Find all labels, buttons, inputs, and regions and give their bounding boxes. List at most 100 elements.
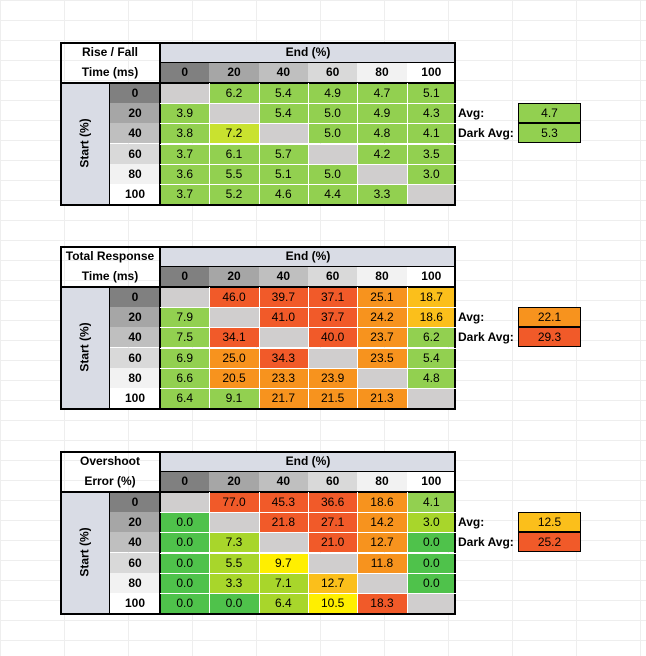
data-cell: 4.3 [406,102,456,124]
data-cell: 7.3 [209,532,259,553]
data-cell [406,593,456,614]
data-cell: 9.1 [209,388,259,409]
data-cell: 3.9 [160,102,210,124]
data-cell: 4.6 [258,184,308,205]
data-cell: 11.8 [357,552,407,573]
divider [258,82,260,205]
sheet-gridline [0,640,646,641]
data-cell: 7.2 [209,123,259,144]
data-cell: 0.0 [160,552,210,573]
divider [160,62,456,64]
end-column-header: 20 [209,471,259,492]
end-axis-header: End (%) [160,451,456,472]
start-row-header: 0 [110,491,160,512]
start-row-header: 100 [110,184,160,205]
sheet-gridline [0,440,646,441]
avg-value: 22.1 [518,306,581,327]
start-row-header: 40 [110,327,160,348]
sheet-gridline [0,220,646,221]
data-cell [357,163,407,185]
data-cell: 7.5 [160,327,210,348]
sheet-gridline [0,240,646,241]
data-cell: 0.0 [160,593,210,614]
divider [109,82,110,205]
data-cell: 40.0 [307,327,358,348]
divider [357,82,359,205]
data-cell: 39.7 [258,286,308,307]
sheet-gridline [0,20,646,21]
divider [307,491,309,614]
data-cell: 12.7 [307,572,358,594]
divider [109,286,110,409]
end-column-header: 60 [307,471,358,492]
data-cell: 23.5 [357,347,407,368]
data-cell [160,286,210,307]
data-cell: 7.1 [258,572,308,594]
start-row-header: 40 [110,123,160,144]
data-cell: 0.0 [406,532,456,553]
data-cell: 3.5 [406,143,456,164]
data-cell: 21.8 [258,511,308,533]
start-row-header: 20 [110,102,160,124]
data-cell [160,491,210,512]
end-column-header: 0 [160,266,210,287]
end-column-header: 100 [406,471,456,492]
data-cell: 25.0 [209,347,259,368]
data-cell [357,367,407,389]
data-cell: 5.1 [406,82,456,103]
data-cell: 18.3 [357,593,407,614]
avg-value: 12.5 [518,511,581,532]
data-cell: 37.7 [307,306,358,328]
data-cell [209,306,259,328]
dark-avg-label: Dark Avg: [458,330,514,345]
table-title-line2: Time (ms) [81,269,139,284]
data-cell: 3.7 [160,184,210,205]
dark-avg-value: 29.3 [518,327,581,348]
data-cell: 24.2 [357,306,407,328]
divider [406,82,408,205]
data-cell: 4.9 [307,82,358,103]
data-cell: 21.0 [307,532,358,553]
data-cell: 4.8 [357,123,407,144]
end-column-header: 0 [160,62,210,83]
table-title-line2: Error (%) [84,474,136,489]
start-axis-label: Start (%) [60,491,110,614]
end-column-header: 80 [357,62,407,83]
end-column-header: 80 [357,266,407,287]
end-column-header: 40 [258,62,308,83]
data-cell: 6.2 [209,82,259,103]
data-cell [209,102,259,124]
end-column-header: 40 [258,266,308,287]
data-cell: 0.0 [406,572,456,594]
data-cell: 45.3 [258,491,308,512]
table-title-line1: Total Response [65,249,155,264]
data-cell: 14.2 [357,511,407,533]
sheet-gridline [0,420,646,421]
data-cell: 10.5 [307,593,358,614]
divider [60,285,456,288]
avg-label: Avg: [458,105,485,120]
end-column-header: 40 [258,471,308,492]
data-cell [307,347,358,368]
data-cell: 3.7 [160,143,210,164]
end-column-header: 60 [307,62,358,83]
avg-label: Avg: [458,309,485,324]
data-cell [258,327,308,348]
data-cell [160,82,210,103]
start-row-header: 100 [110,593,160,614]
data-cell: 23.9 [307,367,358,389]
sheet-gridline [640,0,641,656]
sheet-gridline [0,0,646,1]
divider [209,82,211,205]
divider [406,491,408,614]
end-column-header: 60 [307,266,358,287]
data-cell: 4.1 [406,491,456,512]
data-cell: 5.2 [209,184,259,205]
divider [160,266,456,268]
data-cell: 4.7 [357,82,407,103]
data-cell: 5.4 [258,102,308,124]
sheet-gridline [0,620,646,621]
divider [357,491,359,614]
divider [307,82,309,205]
end-axis-header: End (%) [160,246,456,267]
